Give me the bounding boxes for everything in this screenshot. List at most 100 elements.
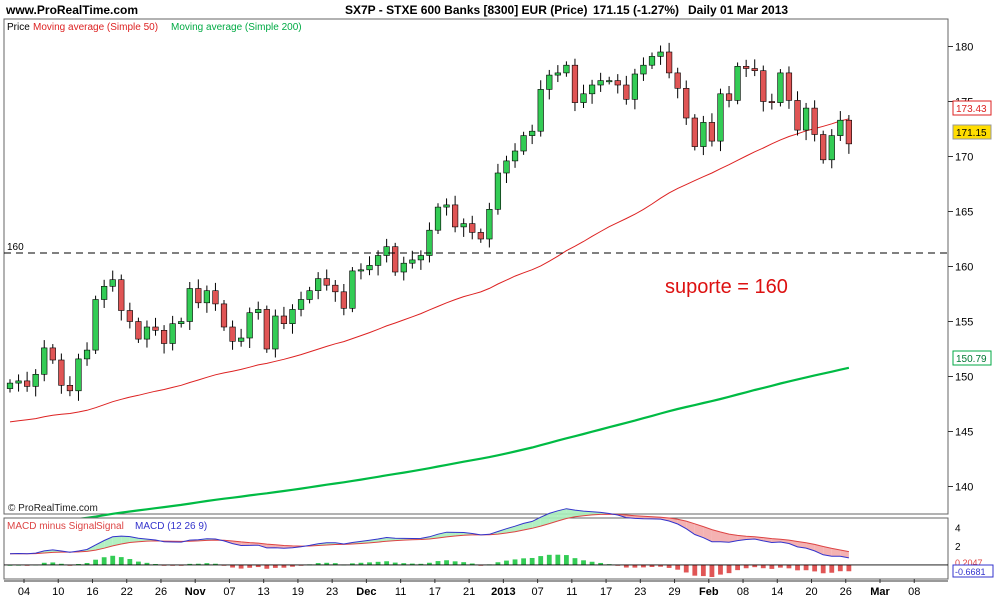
macd-hist-bar	[110, 555, 116, 565]
macd-y-axis: 24	[955, 523, 961, 553]
badge-last-price: 171.15	[952, 124, 992, 140]
macd-fill	[438, 532, 447, 539]
candle	[315, 272, 322, 300]
candle	[623, 75, 630, 105]
candle	[41, 340, 48, 382]
macd-hist-bar	[769, 564, 775, 569]
instrument-title: SX7P - STXE 600 Banks [8300] EUR (Price)	[345, 3, 588, 17]
svg-text:171.15: 171.15	[956, 128, 987, 139]
candle	[571, 58, 579, 112]
candle	[768, 93, 775, 110]
macd-hist-bar	[41, 562, 47, 565]
candle	[794, 91, 801, 136]
candle	[272, 309, 279, 358]
macd-hist-bar	[50, 562, 56, 565]
candle	[229, 320, 236, 350]
macd-hist-bar	[93, 559, 98, 565]
macd-fill	[840, 550, 849, 558]
candle	[374, 250, 382, 276]
watermark: © ProRealTime.com	[8, 503, 98, 514]
x-tick-label: 08	[737, 586, 749, 598]
macd-fill	[112, 536, 122, 546]
candle	[280, 306, 288, 330]
candle	[6, 379, 14, 393]
candle	[563, 61, 570, 77]
macd-fill	[694, 523, 704, 538]
candle	[452, 195, 459, 233]
ma200-line	[9, 366, 850, 528]
candle	[494, 163, 502, 215]
site-title[interactable]: www.ProRealTime.com	[5, 3, 138, 17]
macd-hist-bar	[778, 564, 783, 568]
macd-hist-bar	[324, 562, 330, 565]
x-tick-label: 13	[258, 586, 270, 598]
x-tick-label: 17	[600, 586, 612, 598]
macd-hist-bar	[572, 558, 578, 565]
macd-fill	[532, 517, 541, 529]
x-tick-label: 16	[86, 586, 98, 598]
macd-hist-bar	[221, 564, 227, 566]
macd-tick-label: 4	[955, 523, 961, 534]
price-y-axis: 140145150155160165170175180	[948, 42, 973, 494]
macd-hist-bar	[127, 559, 133, 565]
candle	[118, 274, 125, 321]
candle	[58, 353, 65, 394]
macd-hist-bar	[367, 562, 372, 565]
macd-fill	[446, 532, 456, 537]
macd-hist-bar	[692, 564, 698, 576]
macd-hist-bar	[358, 562, 364, 565]
candle	[392, 242, 399, 276]
x-tick-label: 21	[463, 586, 475, 598]
candle	[15, 374, 22, 392]
x-tick-label: 11	[566, 586, 577, 598]
candle	[220, 300, 228, 331]
candle	[400, 256, 407, 281]
candle	[135, 317, 142, 343]
macd-hist-bar	[709, 564, 715, 578]
macd-hist-bar	[153, 564, 158, 565]
macd-fill	[737, 535, 747, 541]
macd-fill	[729, 534, 738, 543]
price-tick-label: 145	[955, 427, 973, 439]
macd-hist-bar	[829, 564, 835, 573]
candle	[24, 371, 31, 392]
period-header: Daily 01 Mar 2013	[688, 3, 788, 17]
macd-hist-bar	[795, 564, 800, 571]
macd-hist-bar	[735, 564, 740, 571]
annotation-suporte: suporte = 160	[665, 276, 788, 298]
candle	[529, 124, 536, 145]
candle	[657, 45, 664, 65]
x-tick-label: Nov	[185, 586, 207, 598]
macd-fill	[574, 510, 584, 517]
x-tick-label: 17	[429, 586, 441, 598]
candle	[75, 353, 82, 401]
candle	[588, 79, 596, 104]
macd-hist-bar	[564, 555, 569, 565]
macd-hist-bar	[255, 564, 261, 568]
badge-ma50: 173.43	[952, 100, 992, 116]
macd-hist-bar	[101, 557, 107, 565]
x-tick-label: 2013	[491, 586, 515, 598]
x-tick-label: 22	[121, 586, 133, 598]
macd-fill	[549, 510, 558, 524]
macd-value: -0.6681	[955, 567, 986, 577]
macd-hist-bar	[555, 554, 561, 565]
macd-hist-bar	[666, 564, 672, 568]
price-tick-label: 150	[955, 372, 973, 384]
price-tick-label: 170	[955, 152, 973, 164]
price-panel	[3, 18, 949, 515]
macd-hist-bar	[315, 563, 321, 565]
macd-legend-macd: MACD (12 26 9)	[135, 521, 207, 532]
macd-hist-bar	[409, 563, 415, 565]
price-tick-label: 140	[955, 482, 973, 494]
macd-hist-bar	[435, 561, 441, 565]
x-tick-label: 07	[531, 586, 543, 598]
macd-hist-bar	[375, 561, 381, 565]
candle	[366, 256, 373, 276]
x-tick-label: 11	[395, 586, 406, 598]
macd-fill	[566, 508, 575, 519]
support-label: 160	[7, 242, 24, 253]
candle	[332, 280, 339, 302]
macd-hist-bar	[67, 564, 73, 566]
candle	[511, 143, 519, 168]
